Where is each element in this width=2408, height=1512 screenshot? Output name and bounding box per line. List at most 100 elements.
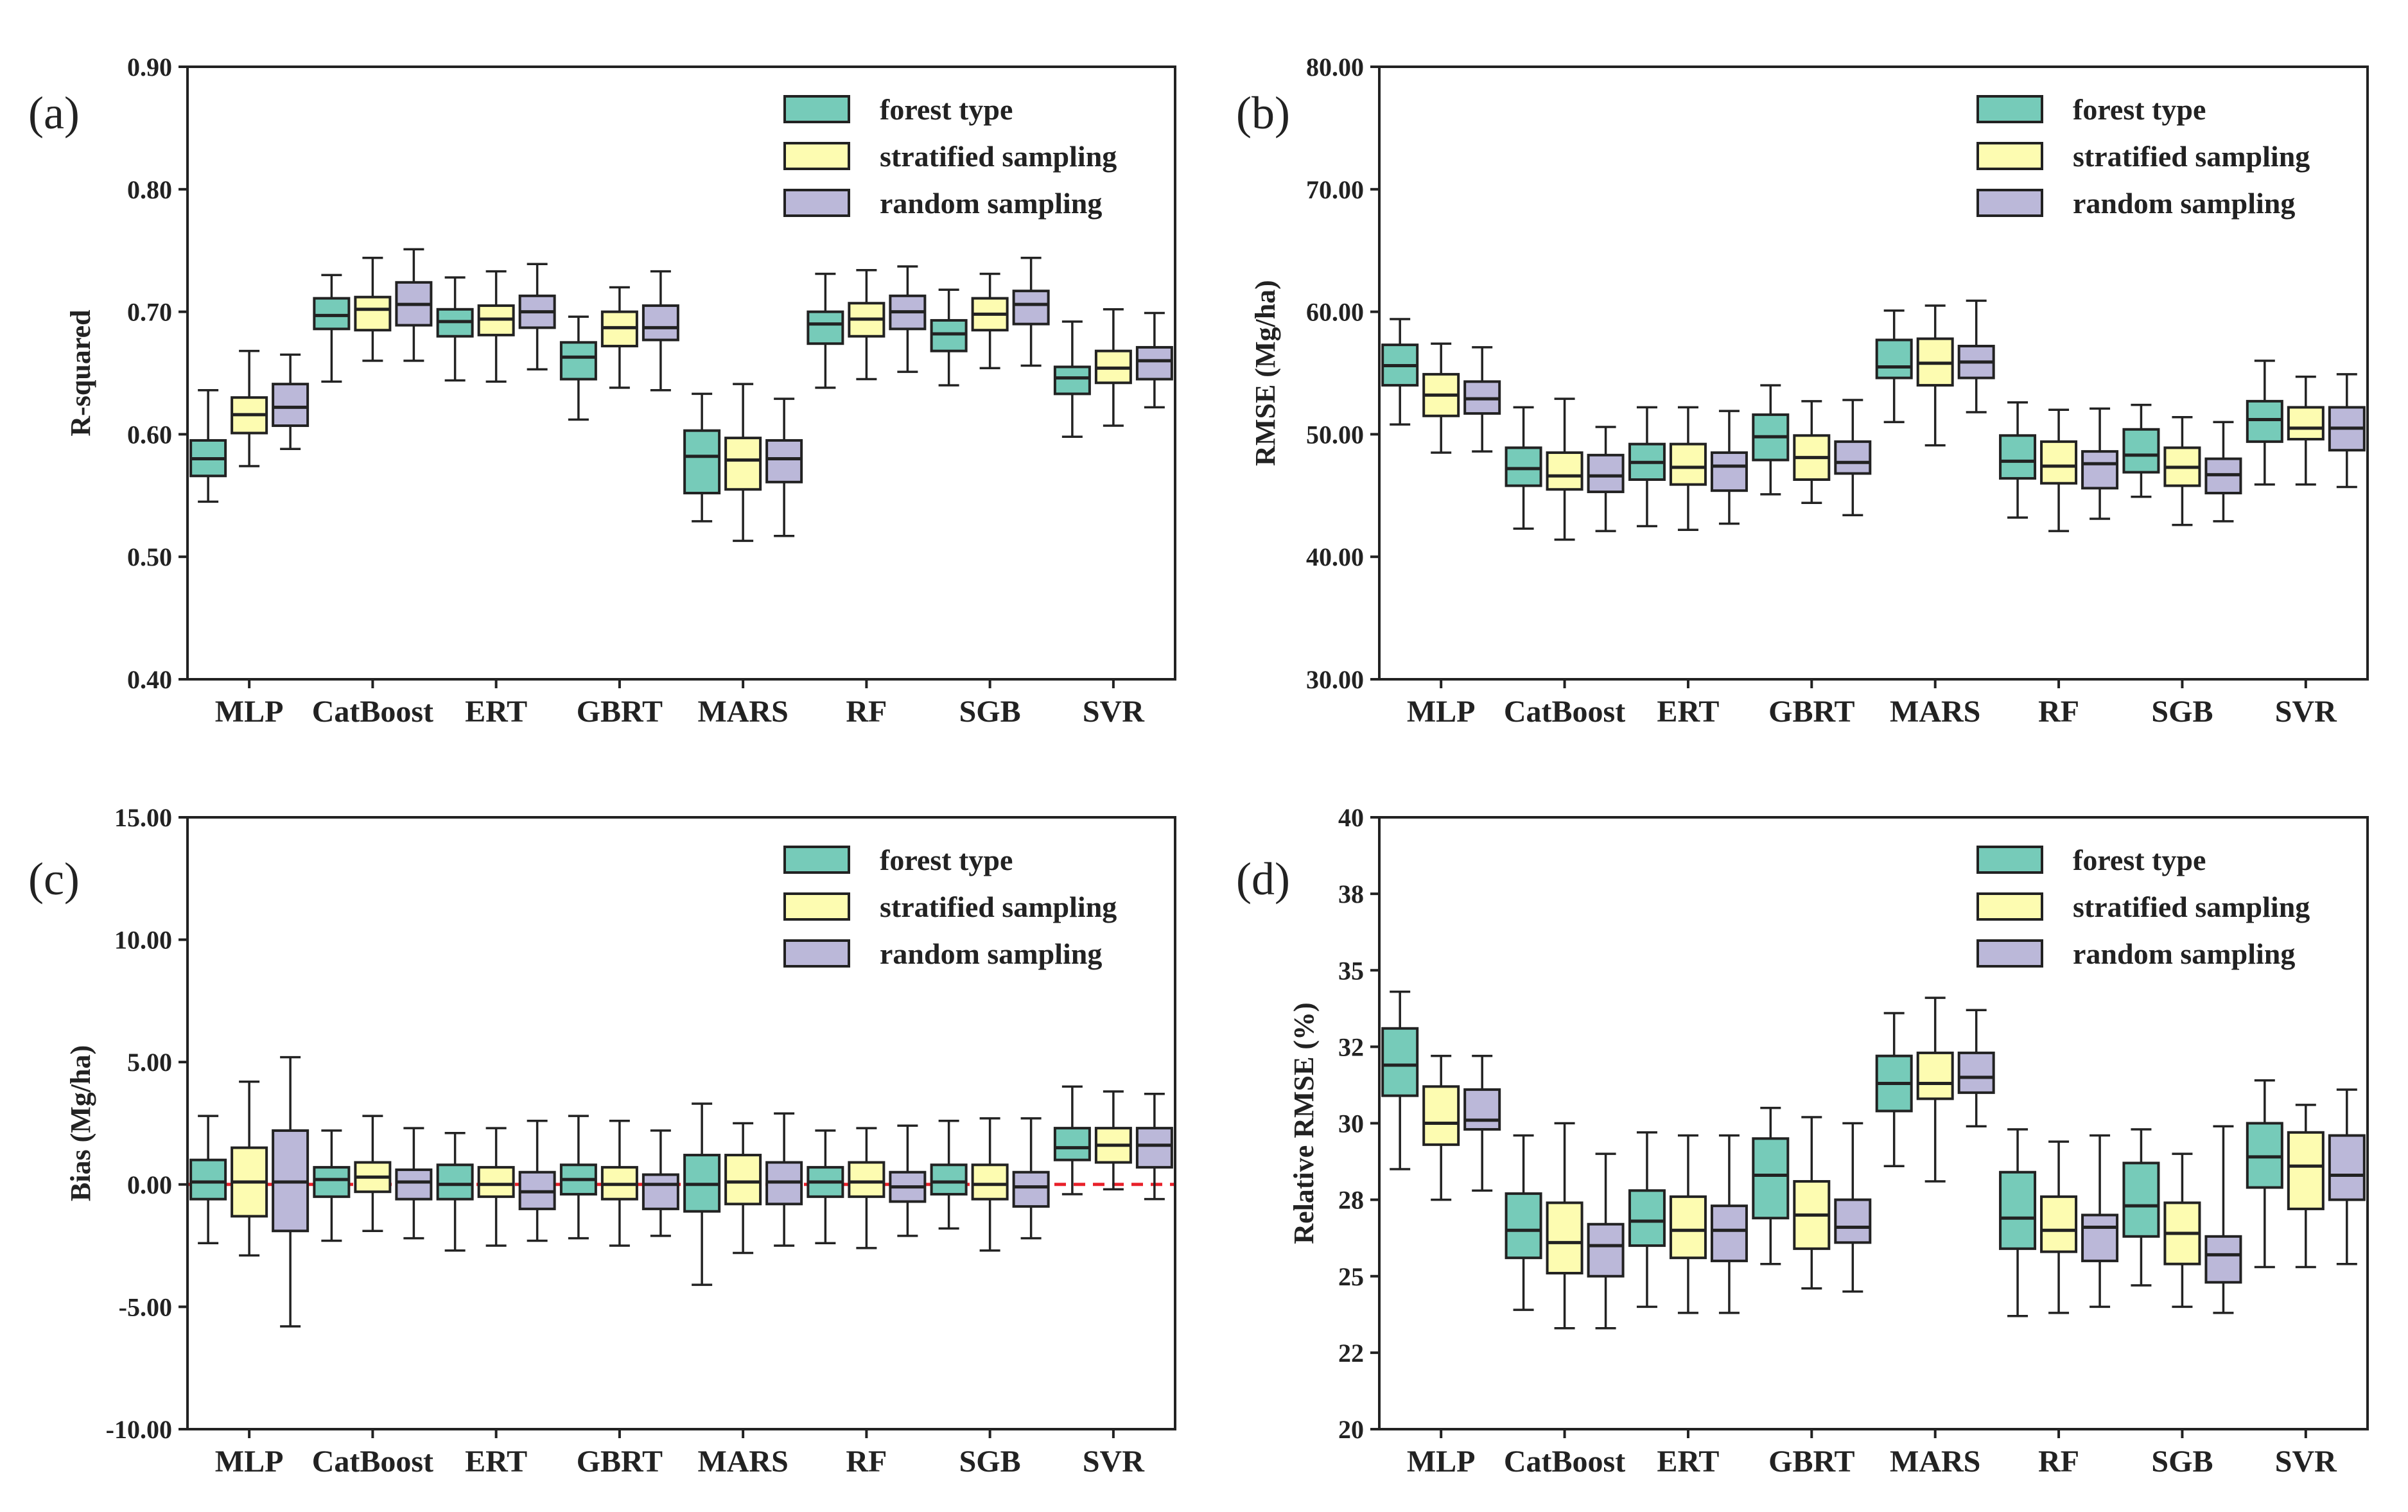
- legend-swatch-forest-type: [783, 846, 850, 874]
- panel-a-box-random-sampling-sgb: [1012, 256, 1050, 367]
- panel-d-y-tick-label: 22: [1338, 1339, 1364, 1368]
- panel-b-y-axis-title: RMSE (Mg/ha): [1250, 280, 1281, 466]
- panel-b-x-tick-label-ert: ERT: [1657, 695, 1719, 729]
- panel-d-legend: forest type stratified sampling random sam…: [1976, 844, 2310, 970]
- panel-b-y-tick-label: 30.00: [1306, 665, 1364, 694]
- panel-c-box-forest-type-catboost: [313, 1129, 351, 1242]
- panel-a-x-tick-label-mars: MARS: [697, 695, 788, 729]
- panel-a-box-stratified-sampling-sgb: [971, 272, 1009, 370]
- iqr-box: [2246, 399, 2283, 443]
- panel-d-x-tick-label-ert: ERT: [1657, 1445, 1719, 1479]
- panel-d-box-stratified-sampling-ert: [1669, 1134, 1707, 1314]
- panel-b-x-tick-label-catboost: CatBoost: [1504, 695, 1625, 729]
- iqr-box: [2081, 1213, 2119, 1262]
- panel-d-box-forest-type-sgb: [2122, 1128, 2160, 1287]
- panel-c-box-random-sampling-mars: [765, 1112, 803, 1247]
- panel-c-box-random-sampling-svr: [1135, 1093, 1173, 1201]
- panel-b-y-tick-label: 40.00: [1306, 543, 1364, 571]
- panel-c-box-forest-type-rf: [807, 1129, 844, 1245]
- panel-c-box-forest-type-gbrt: [559, 1115, 597, 1240]
- iqr-box: [848, 1161, 886, 1198]
- panel-d-x-tick-label-svr: SVR: [2275, 1445, 2337, 1479]
- panel-b-box-stratified-sampling-sgb: [2163, 415, 2201, 526]
- panel-d-x-tick-label-mars: MARS: [1890, 1445, 1980, 1479]
- panel-d-x-tick-label-gbrt: GBRT: [1768, 1445, 1854, 1479]
- panel-d-box-stratified-sampling-mlp: [1422, 1054, 1460, 1201]
- panel-b-box-random-sampling-catboost: [1587, 426, 1625, 532]
- panel-a-box-stratified-sampling-svr: [1094, 308, 1132, 427]
- panel-c-box-stratified-sampling-svr: [1094, 1090, 1132, 1191]
- panel-d-box-forest-type-svr: [2246, 1079, 2283, 1269]
- legend-label-stratified-sampling: stratified sampling: [880, 140, 1117, 173]
- iqr-box: [2040, 1195, 2078, 1253]
- iqr-box: [1012, 290, 1050, 326]
- iqr-box: [2287, 1131, 2325, 1210]
- iqr-box: [1135, 1127, 1173, 1169]
- iqr-box: [1999, 434, 2037, 480]
- panel-a-box-forest-type-catboost: [313, 274, 351, 383]
- panel-a-box-forest-type-svr: [1053, 320, 1091, 438]
- panel-b-y-tick-label: 60.00: [1306, 298, 1364, 327]
- panel-b-box-stratified-sampling-mars: [1916, 304, 1954, 447]
- iqr-box: [724, 1154, 762, 1206]
- panel-d-box-stratified-sampling-mars: [1916, 996, 1954, 1183]
- iqr-box: [2081, 450, 2119, 490]
- legend-label-stratified-sampling: stratified sampling: [2073, 140, 2310, 173]
- iqr-box: [971, 1163, 1009, 1201]
- panel-a-box-stratified-sampling-catboost: [354, 256, 392, 362]
- legend-label-random-sampling: random sampling: [2073, 937, 2295, 970]
- iqr-box: [1834, 1198, 1872, 1244]
- iqr-box: [683, 429, 721, 494]
- panel-a-box-forest-type-gbrt: [559, 315, 597, 421]
- panel-a-box-forest-type-ert: [436, 276, 474, 382]
- panel-d-x-tick-label-mlp: MLP: [1407, 1445, 1476, 1479]
- panel-d-box-forest-type-rf: [1999, 1128, 2037, 1317]
- panel-d-y-tick-label: 25: [1338, 1262, 1364, 1291]
- iqr-box: [395, 1168, 433, 1201]
- panel-d-box-forest-type-ert: [1628, 1131, 1666, 1308]
- iqr-box: [930, 1163, 968, 1196]
- panel-d-box-random-sampling-catboost: [1587, 1152, 1625, 1330]
- panel-a-label: (a): [28, 87, 80, 139]
- iqr-box: [1012, 1170, 1050, 1208]
- panel-b-box-forest-type-rf: [1999, 401, 2037, 519]
- panel-a-box-stratified-sampling-rf: [848, 268, 886, 381]
- panel-c-box-random-sampling-rf: [889, 1124, 927, 1237]
- iqr-box: [1587, 1222, 1625, 1278]
- panel-c-x-tick-label-gbrt: GBRT: [577, 1445, 663, 1479]
- panel-d-box-forest-type-gbrt: [1752, 1106, 1790, 1265]
- iqr-box: [2122, 428, 2160, 474]
- panel-d-box-stratified-sampling-svr: [2287, 1104, 2325, 1269]
- panel-b: (b) RMSE (Mg/ha) 30.00 40.00 50.00 60.00 70.00…: [1236, 53, 2369, 729]
- panel-a-x-tick-label-gbrt: GBRT: [577, 695, 663, 729]
- panel-b-legend: forest type stratified sampling random sam…: [1976, 93, 2310, 220]
- iqr-box: [1669, 442, 1707, 486]
- panel-d-box-stratified-sampling-rf: [2040, 1140, 2078, 1314]
- panel-b-box-forest-type-sgb: [2122, 403, 2160, 498]
- iqr-box: [641, 1173, 679, 1210]
- panel-a-box-random-sampling-mars: [765, 397, 803, 537]
- iqr-box: [2040, 440, 2078, 485]
- panel-b-x-tick-label-sgb: SGB: [2151, 695, 2213, 729]
- panel-c-legend: forest type stratified sampling random sam…: [783, 844, 1117, 970]
- panel-a-box-stratified-sampling-gbrt: [600, 286, 638, 389]
- panel-d-y-tick-label: 38: [1338, 880, 1364, 908]
- iqr-box: [313, 1166, 351, 1198]
- iqr-box: [1505, 1192, 1542, 1260]
- iqr-box: [1053, 1127, 1091, 1161]
- panel-c-y-axis-title: Bias (Mg/ha): [65, 1045, 96, 1201]
- panel-c-label: (c): [28, 853, 80, 905]
- iqr-box: [1381, 1027, 1419, 1097]
- panel-d-box-random-sampling-gbrt: [1834, 1122, 1872, 1293]
- panel-b-label: (b): [1236, 87, 1290, 139]
- panel-c-x-tick-label-ert: ERT: [465, 1445, 527, 1479]
- iqr-box: [477, 1166, 515, 1198]
- panel-c-box-stratified-sampling-catboost: [354, 1115, 392, 1232]
- iqr-box: [2287, 406, 2325, 441]
- legend-label-random-sampling: random sampling: [880, 187, 1102, 220]
- panel-c-y-tick-label: -5.00: [119, 1292, 172, 1321]
- legend-label-stratified-sampling: stratified sampling: [2073, 891, 2310, 923]
- panel-c-box-random-sampling-catboost: [395, 1127, 433, 1240]
- panel-a-box-random-sampling-rf: [889, 265, 927, 373]
